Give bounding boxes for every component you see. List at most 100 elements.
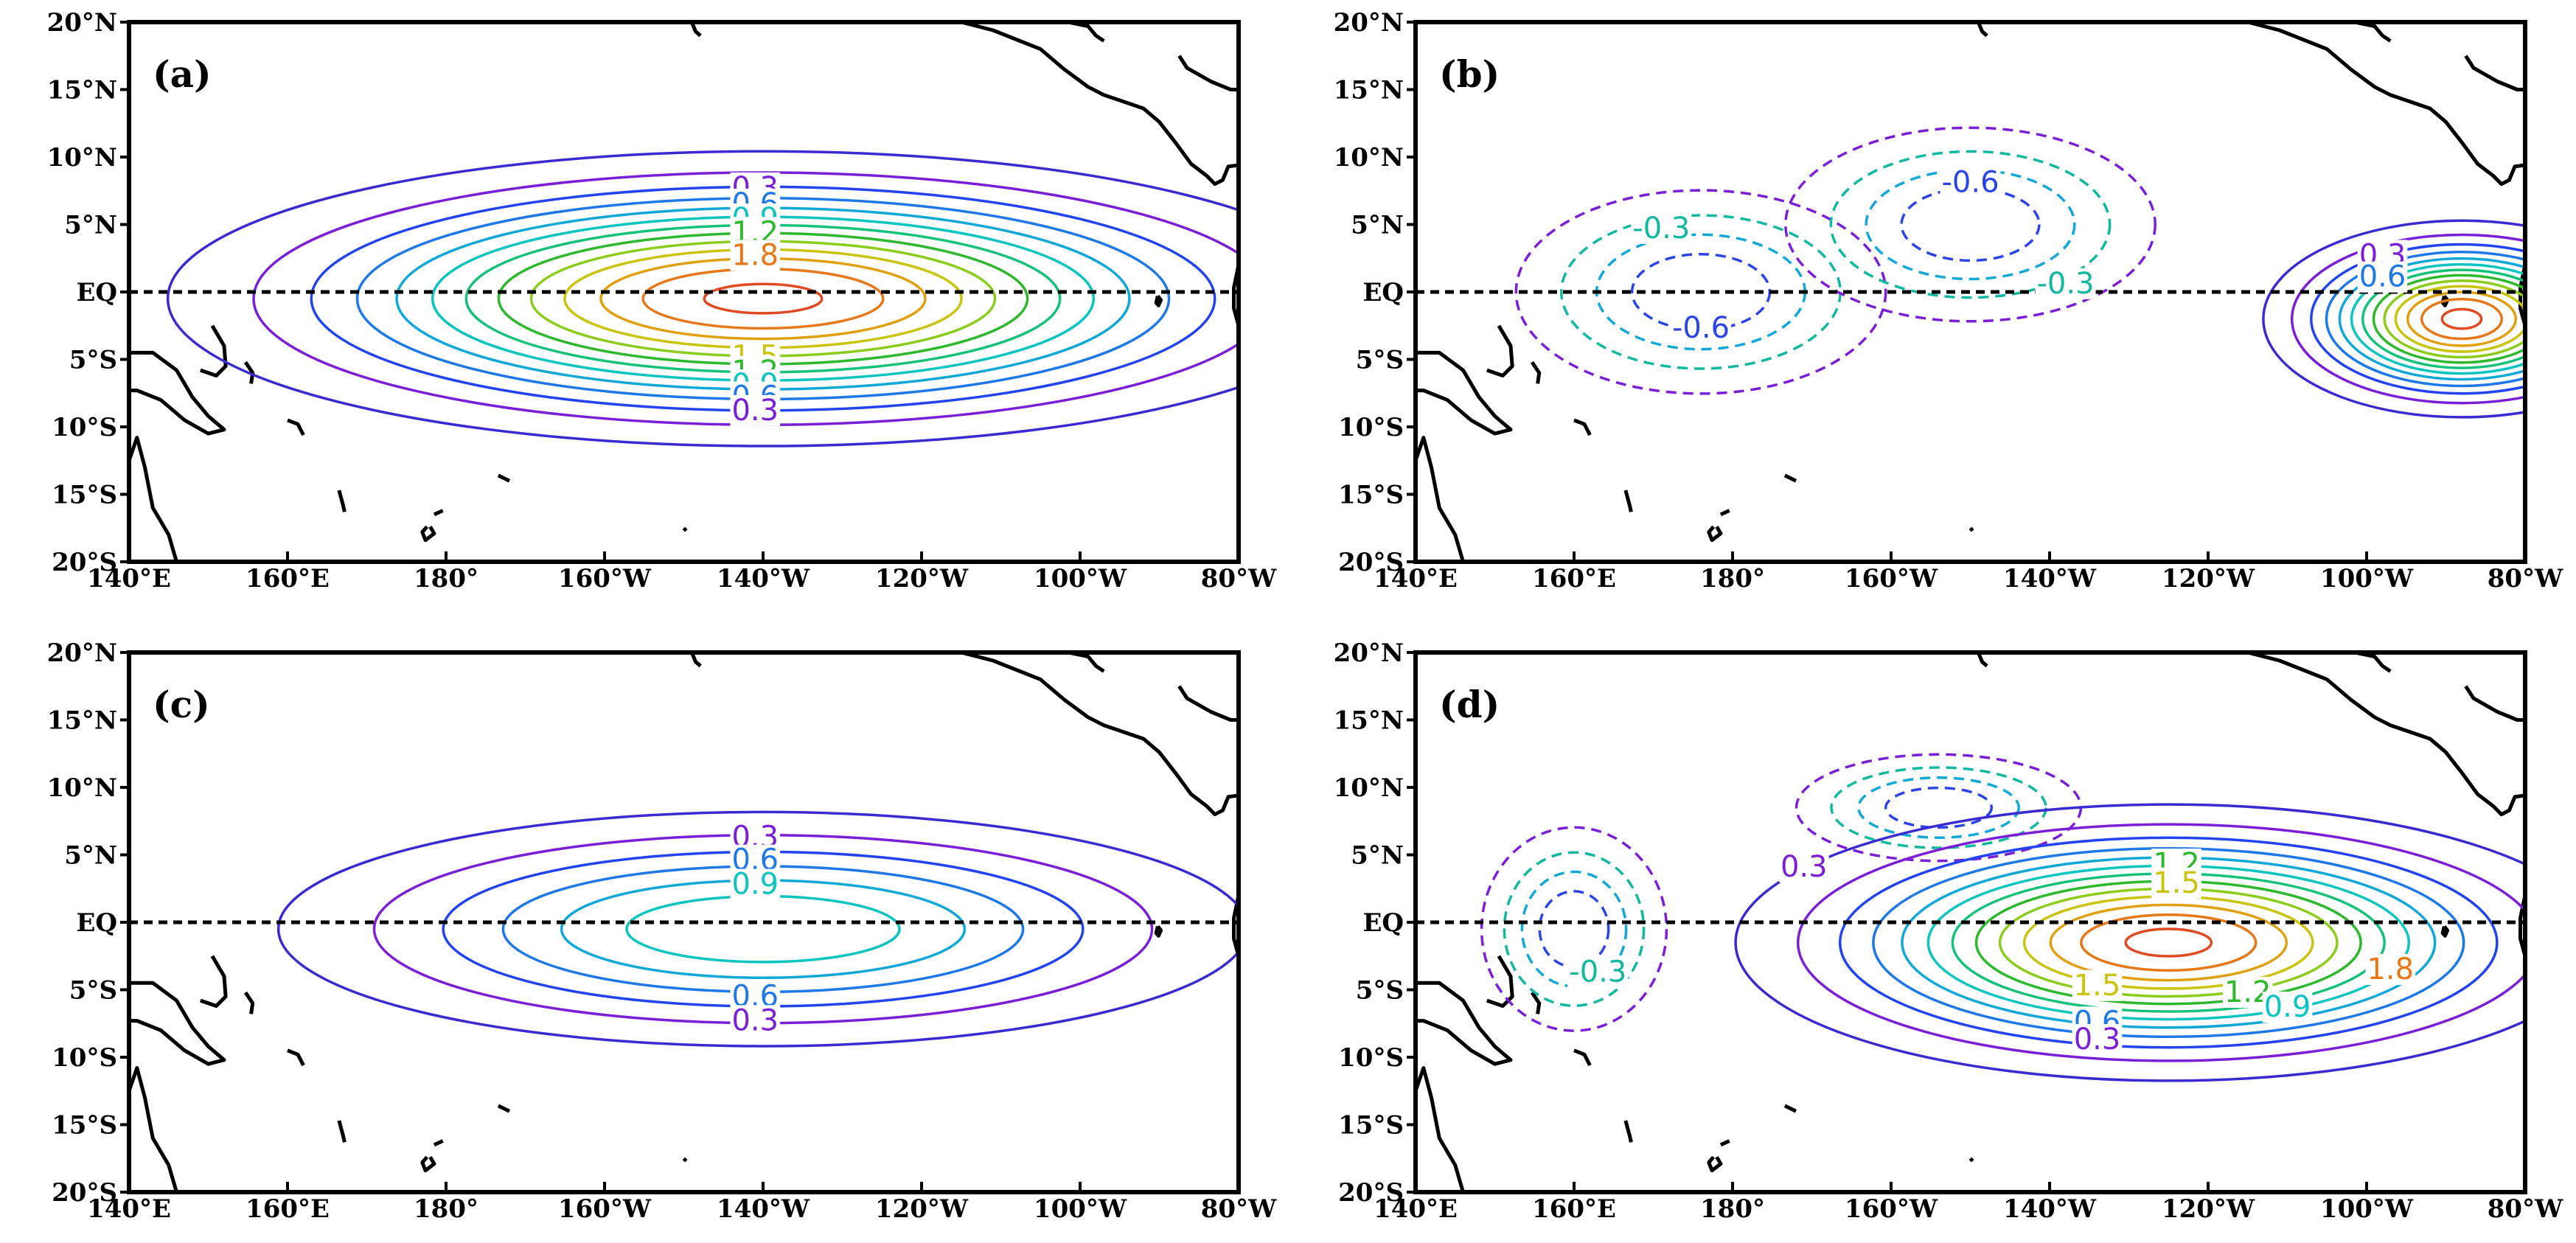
contour-label: 0.9 bbox=[731, 868, 779, 902]
x-tick-label: 120°W bbox=[875, 564, 969, 593]
contour-label-bg bbox=[1778, 851, 1829, 882]
positive-contour bbox=[277, 810, 1239, 1048]
y-tick-label: 10°N bbox=[47, 143, 117, 173]
positive-contour bbox=[2361, 268, 2525, 369]
coastline bbox=[1154, 294, 1163, 307]
panel-label: (a) bbox=[153, 52, 212, 96]
positive-contour bbox=[1734, 803, 2525, 1082]
positive-contour bbox=[2440, 307, 2483, 330]
negative-contour bbox=[1857, 776, 2020, 839]
y-tick-label: 15°S bbox=[52, 1111, 117, 1141]
coastline bbox=[1719, 1139, 1730, 1147]
coastline bbox=[961, 652, 1239, 817]
contour-label-bg bbox=[2072, 969, 2123, 1001]
y-tick-label: EQ bbox=[1362, 278, 1404, 307]
positive-contour bbox=[2262, 219, 2525, 419]
y-tick-label: 20°N bbox=[47, 8, 117, 38]
y-tick-label: 10°N bbox=[47, 773, 117, 803]
coastline bbox=[1154, 925, 1163, 938]
y-tick-label: 15°N bbox=[47, 706, 117, 736]
positive-contour bbox=[641, 268, 885, 330]
y-tick-label: 20°S bbox=[52, 1178, 117, 1208]
contour-label: 0.3 bbox=[2074, 1023, 2121, 1056]
contour-label-bg bbox=[730, 1005, 781, 1037]
positive-contour bbox=[2406, 290, 2518, 347]
x-tick-label: 160°E bbox=[246, 1194, 330, 1224]
coastline bbox=[1719, 509, 1730, 517]
x-tick-label: 140°E bbox=[87, 564, 171, 593]
contour-label: 1.5 bbox=[2074, 969, 2121, 1003]
positive-contour bbox=[2394, 285, 2525, 353]
coastline bbox=[1530, 361, 1542, 384]
negative-contour bbox=[1884, 786, 1994, 829]
contour-label-bg bbox=[2035, 268, 2096, 299]
negative-contour bbox=[1830, 766, 2047, 849]
x-tick-label: 120°W bbox=[2162, 564, 2255, 593]
y-tick-label: 15°N bbox=[1334, 76, 1404, 105]
coastline bbox=[337, 490, 347, 512]
negative-contour bbox=[1829, 150, 2112, 299]
x-tick-label: 180° bbox=[1700, 1194, 1765, 1224]
positive-contour bbox=[2049, 903, 2288, 982]
x-tick-label: 120°W bbox=[875, 1194, 969, 1224]
coastline bbox=[1068, 22, 1105, 43]
coastline bbox=[129, 1066, 178, 1192]
coastline bbox=[2354, 22, 2392, 43]
positive-contour bbox=[2372, 274, 2525, 364]
coastline bbox=[1416, 436, 1465, 562]
coastline bbox=[497, 1104, 511, 1113]
x-tick-label: 140°E bbox=[1374, 1194, 1458, 1224]
coastline bbox=[1783, 473, 1797, 483]
coastline bbox=[243, 361, 255, 384]
contour-label: 0.3 bbox=[731, 394, 779, 428]
y-tick-label: 10°S bbox=[52, 413, 117, 442]
y-tick-label: 10°N bbox=[1334, 143, 1404, 173]
x-tick-label: 100°W bbox=[2320, 1194, 2414, 1224]
x-tick-label: 100°W bbox=[1034, 564, 1127, 593]
x-tick-label: 80°W bbox=[2488, 1194, 2563, 1224]
x-tick-label: 160°W bbox=[558, 1194, 652, 1224]
x-tick-label: 140°W bbox=[2003, 564, 2097, 593]
contour-label: 0.3 bbox=[731, 1003, 779, 1037]
positive-contour bbox=[2124, 927, 2213, 958]
coastline bbox=[689, 652, 702, 668]
coastline bbox=[420, 1155, 436, 1173]
coastline bbox=[420, 525, 436, 543]
contour-label-bg bbox=[1670, 313, 1732, 344]
coastline bbox=[2247, 22, 2525, 187]
contour-area: 0.30.60.91.21.81.51.20.90.60.3 bbox=[129, 22, 1239, 562]
positive-contour bbox=[1797, 823, 2525, 1062]
y-tick-label: 10°S bbox=[1338, 413, 1404, 442]
x-tick-label: 160°W bbox=[558, 564, 652, 593]
y-tick-label: 5°S bbox=[1356, 976, 1404, 1006]
coastline bbox=[2247, 652, 2525, 817]
contour-label: -0.3 bbox=[2036, 267, 2094, 301]
positive-contour bbox=[167, 150, 1239, 448]
coastline bbox=[433, 1139, 444, 1147]
coastline bbox=[1573, 418, 1592, 436]
contour-label-bg bbox=[2151, 867, 2201, 899]
x-tick-label: 140°W bbox=[2003, 1194, 2097, 1224]
negative-contour bbox=[1784, 126, 2156, 323]
coastline bbox=[1416, 981, 1513, 1066]
contour-label: 1.8 bbox=[2367, 953, 2414, 986]
contour-area: -0.30.3 1.21.51.5 1.21.80.90.60.3 bbox=[1416, 652, 2525, 1192]
coastline bbox=[2464, 55, 2525, 91]
y-tick-label: 5°N bbox=[64, 211, 117, 240]
coastline bbox=[1232, 894, 1239, 957]
contour-label: 1.8 bbox=[731, 238, 779, 272]
contour-label: -0.3 bbox=[1569, 955, 1626, 989]
coastline bbox=[1707, 525, 1723, 543]
x-tick-label: 100°W bbox=[2320, 564, 2414, 593]
y-tick-label: 15°S bbox=[1338, 1111, 1404, 1141]
coastline bbox=[2354, 652, 2392, 673]
panel-label: (d) bbox=[1439, 683, 1500, 726]
x-tick-label: 80°W bbox=[2488, 564, 2563, 593]
coastline bbox=[433, 509, 444, 517]
y-tick-label: 10°S bbox=[1338, 1043, 1404, 1073]
coastline bbox=[689, 22, 702, 38]
